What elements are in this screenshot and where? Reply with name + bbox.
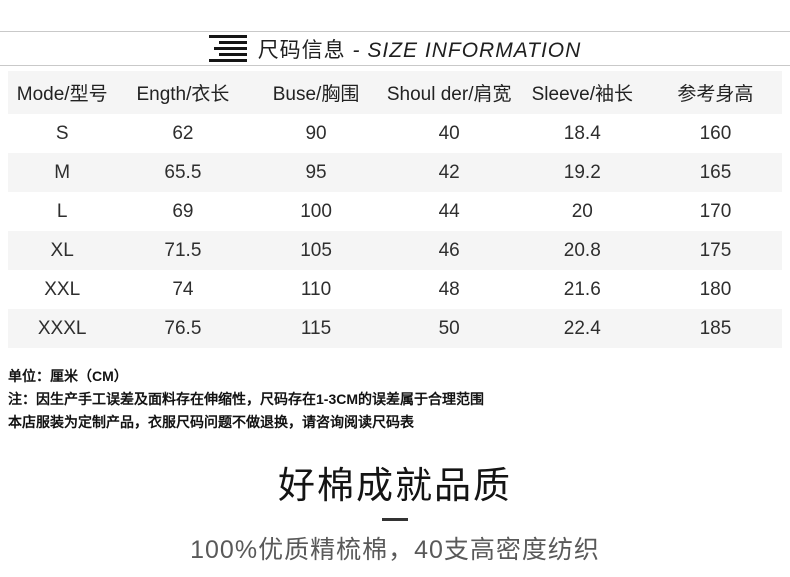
table-cell: L bbox=[56, 200, 68, 222]
table-cell: 22.4 bbox=[515, 309, 649, 348]
table-cell: 21.6 bbox=[563, 278, 601, 300]
table-cell: 19.2 bbox=[515, 153, 649, 192]
table-cell: 74 bbox=[172, 278, 194, 300]
table-cell: XXXL bbox=[8, 309, 117, 348]
table-cell: 90 bbox=[305, 122, 327, 144]
table-cell: 110 bbox=[300, 278, 332, 300]
table-cell: 20 bbox=[571, 200, 593, 222]
table-cell: 71.5 bbox=[116, 231, 250, 270]
table-cell: 180 bbox=[699, 278, 732, 300]
table-cell: 160 bbox=[699, 122, 732, 144]
table-cell: 115 bbox=[249, 309, 383, 348]
section-title: 尺码信息 - SIZE INFORMATION bbox=[258, 34, 582, 64]
table-cell: 76.5 bbox=[116, 309, 250, 348]
size-table: Mode/型号 Ength/衣长 Buse/胸围 Shoul der/肩宽 Sl… bbox=[8, 71, 782, 348]
table-cell: 50 bbox=[382, 309, 516, 348]
note-policy: 本店服装为定制产品，衣服尺码问题不做退换，请咨询阅读尺码表 bbox=[8, 414, 414, 430]
table-cell: 65.5 bbox=[116, 153, 250, 192]
column-header-height: 参考身高 bbox=[648, 71, 782, 114]
table-cell: 175 bbox=[648, 231, 782, 270]
table-cell: XXL bbox=[44, 278, 81, 300]
section-title-en: - SIZE INFORMATION bbox=[352, 38, 582, 62]
note-tolerance: 注：因生产手工误差及面料存在伸缩性，尺码存在1-3CM的误差属于合理范围 bbox=[8, 391, 485, 407]
list-lines-icon bbox=[208, 35, 247, 62]
column-header-sleeve: Sleeve/袖长 bbox=[515, 71, 649, 114]
table-cell: 105 bbox=[249, 231, 383, 270]
section-title-cn: 尺码信息 bbox=[257, 38, 346, 62]
table-cell: 170 bbox=[699, 200, 732, 222]
table-cell: 40 bbox=[438, 122, 460, 144]
table-row-xxxl: XXXL 76.5 115 50 22.4 185 bbox=[8, 309, 782, 348]
table-row-m: M 65.5 95 42 19.2 165 bbox=[8, 153, 782, 192]
table-cell: 69 bbox=[172, 200, 194, 222]
table-row-xxl: XXL 74 110 48 21.6 180 bbox=[8, 270, 782, 309]
table-cell: M bbox=[8, 153, 117, 192]
banner-divider bbox=[382, 518, 408, 521]
table-cell: 165 bbox=[648, 153, 782, 192]
column-header-length: Ength/衣长 bbox=[116, 71, 250, 114]
column-header-model: Mode/型号 bbox=[8, 71, 117, 114]
banner-title: 好棉成就品质 bbox=[278, 465, 512, 506]
table-cell: XL bbox=[8, 231, 117, 270]
table-row-s: S 62 90 40 18.4 160 bbox=[8, 114, 782, 153]
table-cell: 18.4 bbox=[563, 122, 601, 144]
table-cell: 44 bbox=[438, 200, 460, 222]
column-header-bust: Buse/胸围 bbox=[249, 71, 383, 114]
table-row-l: L 69 100 44 20 170 bbox=[8, 192, 782, 231]
column-header-shoulder: Shoul der/肩宽 bbox=[382, 71, 516, 114]
table-cell: 185 bbox=[648, 309, 782, 348]
quality-banner: 好棉成就品质 100%优质精梳棉，40支高密度纺织 bbox=[0, 455, 790, 566]
table-cell: 100 bbox=[300, 200, 332, 222]
note-unit: 单位：厘米（CM） bbox=[8, 368, 128, 384]
table-cell: 42 bbox=[382, 153, 516, 192]
table-cell: 62 bbox=[172, 122, 194, 144]
table-row-xl: XL 71.5 105 46 20.8 175 bbox=[8, 231, 782, 270]
table-cell: 46 bbox=[382, 231, 516, 270]
size-info-header: 尺码信息 - SIZE INFORMATION bbox=[0, 31, 790, 66]
table-cell: 48 bbox=[438, 278, 460, 300]
banner-subtitle: 100%优质精梳棉，40支高密度纺织 bbox=[190, 536, 600, 564]
size-notes: 单位：厘米（CM） 注：因生产手工误差及面料存在伸缩性，尺码存在1-3CM的误差… bbox=[8, 365, 790, 434]
size-table-header-row: Mode/型号 Ength/衣长 Buse/胸围 Shoul der/肩宽 Sl… bbox=[8, 71, 782, 114]
table-cell: 20.8 bbox=[515, 231, 649, 270]
table-cell: S bbox=[55, 122, 69, 144]
table-cell: 95 bbox=[249, 153, 383, 192]
